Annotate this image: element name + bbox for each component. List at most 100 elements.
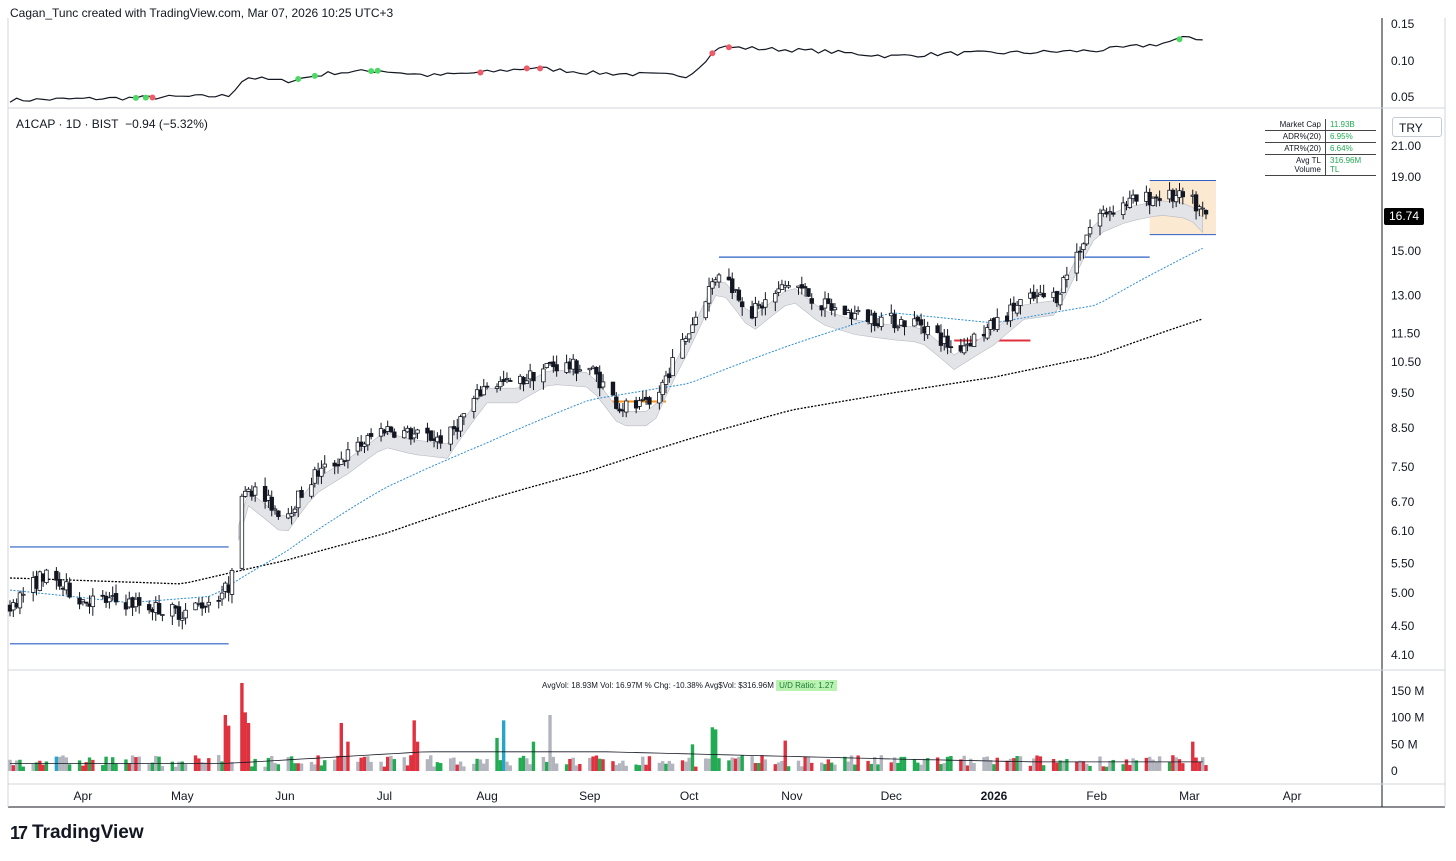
volume-bar (1171, 755, 1175, 771)
volume-bar (995, 757, 999, 771)
candle-body (1180, 191, 1186, 198)
candle-body (199, 602, 205, 609)
volume-bar (197, 758, 201, 771)
candle-body (657, 391, 662, 404)
volume-bar (462, 766, 466, 771)
candle-body (335, 464, 341, 467)
volume-bar (250, 766, 254, 771)
volume-bar (667, 760, 671, 771)
indicator-tick-label: 0.15 (1391, 17, 1415, 31)
price-panel (7, 179, 1216, 645)
candle-body (1014, 304, 1020, 314)
volume-bar (588, 757, 592, 771)
volume-bar (690, 744, 695, 771)
volume-bar (1197, 761, 1202, 771)
volume-bar (266, 757, 271, 771)
candle-body (912, 318, 917, 327)
time-tick-label: Apr (1283, 789, 1302, 803)
candle-body (971, 333, 977, 347)
volume-bar (1061, 760, 1066, 771)
price-tick-label: 13.00 (1391, 288, 1421, 302)
volume-bar (87, 757, 92, 771)
volume-info: AvgVol: 18.93M Vol: 16.97M % Chg: -10.38… (542, 680, 837, 691)
volume-bar (183, 764, 188, 771)
volume-bar (1134, 760, 1139, 771)
volume-bar (826, 759, 831, 771)
candle-body (690, 324, 695, 333)
volume-bar (684, 761, 688, 771)
candle-body (544, 363, 549, 368)
volume-bar (657, 762, 662, 771)
volume-bar (591, 756, 595, 771)
volume-bar (57, 756, 62, 771)
candle-body (776, 288, 781, 293)
volume-bar (11, 765, 16, 771)
time-tick-label: Jul (377, 789, 392, 803)
candle-body (1150, 197, 1156, 206)
volume-bar (1167, 761, 1172, 771)
volume-bar (1078, 760, 1082, 771)
volume-bar (64, 757, 69, 771)
candle-body (935, 325, 940, 333)
volume-bar (273, 762, 277, 771)
candle-body (852, 313, 858, 320)
volume-bar (286, 757, 290, 771)
volume-bar (939, 764, 943, 771)
indicator-signal-up (368, 68, 375, 75)
volume-bar (385, 756, 390, 771)
time-tick-label: Feb (1086, 789, 1107, 803)
candle-body (832, 307, 838, 311)
candle-body (345, 449, 351, 461)
volume-bar (412, 720, 416, 771)
volume-bar (733, 758, 738, 771)
time-tick-label: Jun (275, 789, 294, 803)
volume-bar (637, 765, 642, 771)
candle-body (137, 597, 142, 606)
candle-body (176, 606, 182, 620)
volume-bar (1200, 757, 1205, 771)
candle-body (587, 367, 592, 371)
volume-bar (707, 758, 711, 771)
volume-bar (727, 760, 731, 771)
volume-bar (472, 763, 476, 771)
indicator-signal-down (477, 69, 484, 76)
volume-bar (564, 764, 569, 771)
candle-body (806, 288, 811, 297)
volume-bar (270, 756, 274, 771)
candle-body (670, 357, 675, 377)
candle-body (438, 435, 443, 444)
volume-bar (316, 755, 320, 771)
volume-bar (554, 763, 559, 771)
volume-bar (545, 761, 549, 771)
volume-bar (670, 763, 675, 771)
volume-bar (107, 763, 112, 771)
volume-bar (342, 755, 347, 771)
candle-body (541, 368, 546, 383)
candle-body (1087, 227, 1093, 235)
price-tick-label: 10.50 (1391, 355, 1421, 369)
time-tick-label: Oct (680, 789, 699, 803)
currency-button[interactable]: TRY (1392, 117, 1442, 137)
volume-bar (846, 761, 850, 771)
indicator-signal-up (1176, 36, 1183, 43)
volume-bar (1147, 756, 1152, 771)
volume-bar (856, 755, 860, 771)
volume-tick-label: 50 M (1391, 737, 1418, 751)
candle-body (448, 426, 453, 445)
candle-body (246, 488, 251, 492)
volume-bar (91, 759, 95, 771)
candle-body (1203, 209, 1209, 215)
volume-bar (230, 761, 234, 771)
candle-body (21, 593, 26, 596)
candle-body (663, 375, 669, 385)
volume-tick-label: 100 M (1391, 711, 1424, 725)
candle-body (756, 303, 761, 306)
candle-body (276, 510, 281, 517)
volume-bar (505, 761, 509, 771)
symbol-name: A1CAP · 1D · BIST (16, 117, 119, 131)
volume-bar (982, 757, 986, 771)
candle-body (637, 400, 642, 407)
volume-bar (14, 760, 19, 771)
volume-bar (243, 712, 247, 771)
